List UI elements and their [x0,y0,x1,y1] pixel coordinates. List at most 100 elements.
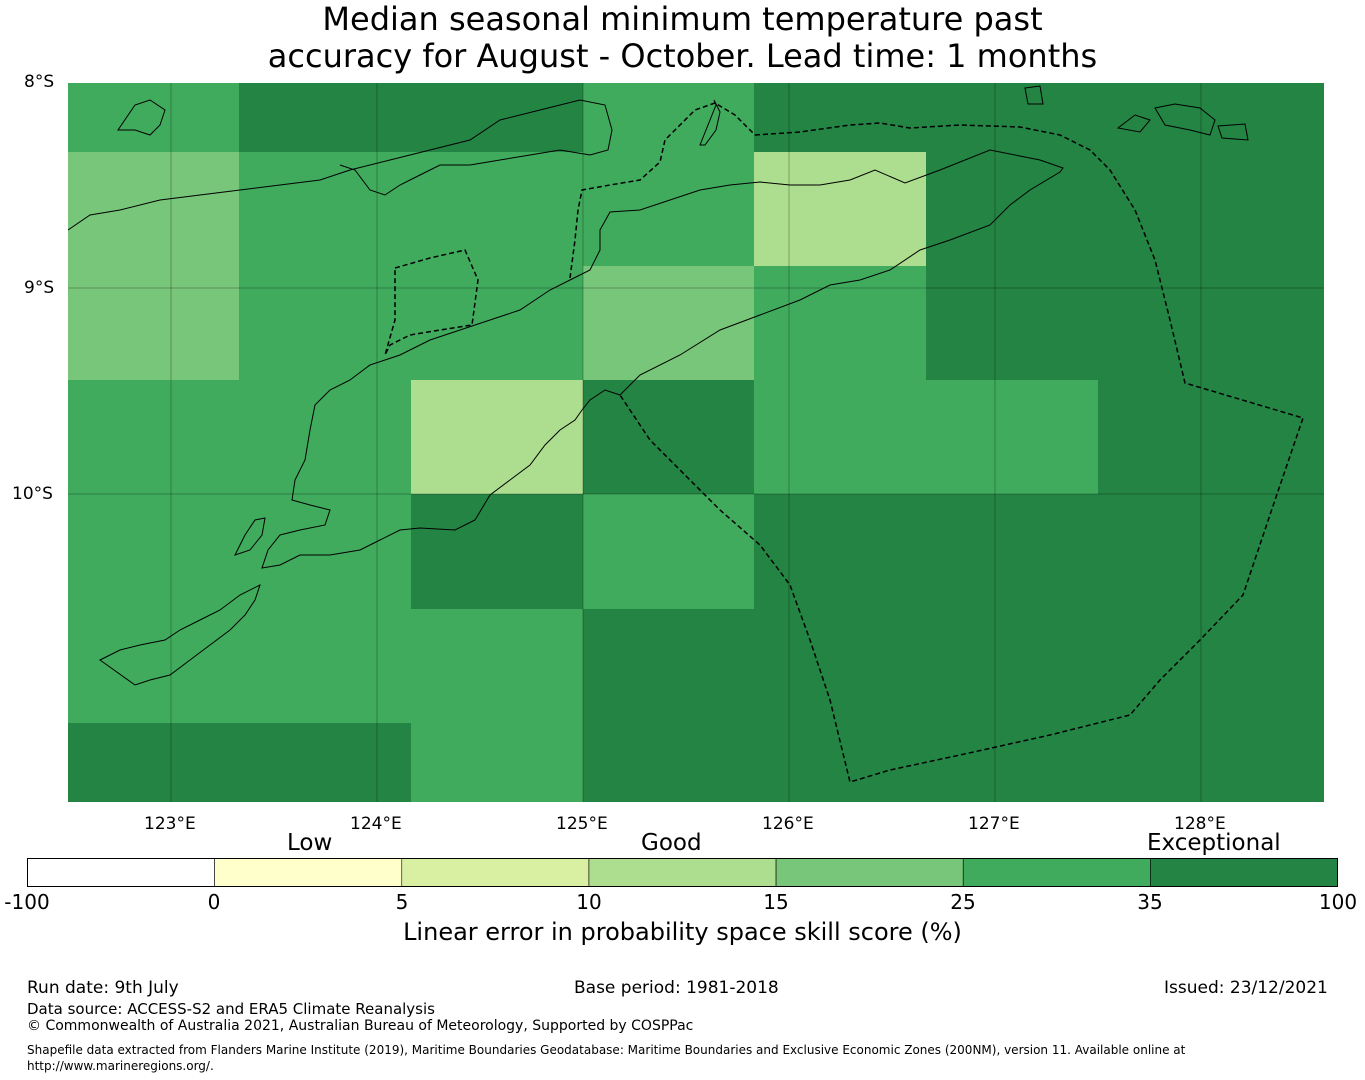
graticule [68,83,1324,802]
grid-cell [583,380,754,494]
lon-label-125e: 125°E [556,814,608,834]
grid-cell [754,266,926,380]
colorbar-bin [1150,858,1338,887]
alor-coast [117,99,166,136]
grid-cell [926,380,1098,494]
copyright: © Commonwealth of Australia 2021, Austra… [27,1018,694,1034]
eez-boundary-east [619,122,1304,783]
grid-cell [239,83,411,152]
grid-cell [239,266,411,380]
grid-cell [754,83,926,152]
grid-cell [754,723,926,802]
colorbar-outline [27,858,1338,887]
colorbar-tick: 100 [1318,890,1358,914]
map-title-line-1: Median seasonal minimum temperature past [322,0,1043,38]
grid-cell [583,152,754,266]
small-island-2 [1116,114,1151,133]
issued-date: Issued: 23/12/2021 [1164,978,1328,998]
colorbar-axis-label: Linear error in probability space skill … [403,918,962,946]
grid-cell [411,494,583,609]
grid-cell [68,609,239,723]
lat-label-8s: 8°S [24,72,55,92]
grid-cell [68,83,239,152]
colorbar-category-good: Good [641,830,702,856]
colorbar-category-exceptional: Exceptional [1147,830,1281,856]
grid-cell [926,83,1098,152]
grid-cell [1098,609,1324,723]
colorbar [27,858,1338,887]
wetar-coast [699,99,721,146]
grid-cell [1098,266,1324,380]
lat-label-10s: 10°S [12,484,53,504]
grid-cell [1098,380,1324,494]
base-period: Base period: 1981-2018 [574,978,779,998]
grid-cell [239,152,411,266]
grid-cell [583,494,754,609]
grid-cell [411,380,583,494]
maritime-boundary [384,102,1304,783]
grid-cell [411,266,583,380]
grid-cell [239,723,411,802]
skill-score-grid [68,83,1324,802]
oecusse-boundary [384,249,479,356]
grid-cell [68,266,239,380]
lon-label-126e: 126°E [762,814,814,834]
lon-label-123e: 123°E [144,814,196,834]
grid-cell [1098,723,1324,802]
shapefile-credit-line-2: http://www.marineregions.org/. [27,1059,214,1073]
colorbar-tick: 15 [763,890,789,914]
grid-cell [411,152,583,266]
grid-cell [1098,494,1324,609]
shapefile-credit-line-1: Shapefile data extracted from Flanders M… [27,1043,1186,1057]
colorbar-tick: -100 [4,890,50,914]
map-title-line-2: accuracy for August - October. Lead time… [267,37,1098,75]
colorbar-tick: 25 [950,890,976,914]
lon-label-127e: 127°E [968,814,1020,834]
coastlines [67,85,1249,686]
timor-main-coast [261,149,1064,569]
lon-label-128e: 128°E [1174,814,1226,834]
rote-island-coast [99,584,261,686]
colorbar-tick: 5 [395,890,409,914]
colorbar-tick: 0 [207,890,221,914]
colorbar-bin [401,858,590,887]
semau-island-coast [234,517,266,556]
grid-cell [68,723,239,802]
grid-cell [754,380,926,494]
grid-cell [239,609,411,723]
eez-boundary-north [569,102,756,279]
grid-cell [754,609,926,723]
data-source: Data source: ACCESS-S2 and ERA5 Climate … [27,1000,435,1018]
grid-cell [926,494,1098,609]
colorbar-bin [214,858,403,887]
grid-cell [1098,152,1324,266]
timor-coastline [67,99,613,231]
grid-cell [68,380,239,494]
grid-cell [926,152,1098,266]
grid-cell [926,266,1098,380]
grid-cell [68,152,239,266]
grid-cell [754,152,926,266]
grid-cell [411,723,583,802]
colorbar-category-low: Low [287,830,333,856]
grid-cell [239,494,411,609]
colorbar-bins [27,858,1338,887]
grid-cell [754,494,926,609]
grid-cell [926,609,1098,723]
small-island-3 [1154,103,1216,136]
grid-cell [583,609,754,723]
lat-label-9s: 9°S [24,278,55,298]
grid-cell [1098,83,1324,152]
grid-cell [68,494,239,609]
lon-label-124e: 124°E [350,814,402,834]
grid-cell [583,723,754,802]
grid-cell [239,380,411,494]
grid-cell [926,723,1098,802]
grid-cell [411,609,583,723]
colorbar-bin [775,858,964,887]
colorbar-bin [962,858,1151,887]
colorbar-bin [27,858,215,887]
run-date: Run date: 9th July [27,978,179,998]
small-island-4 [1217,123,1249,141]
